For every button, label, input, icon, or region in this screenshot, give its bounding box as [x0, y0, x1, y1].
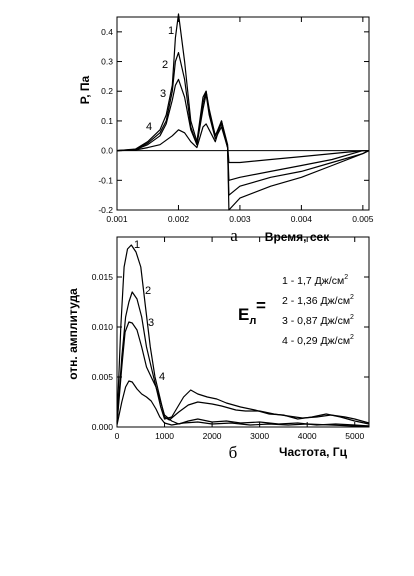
series-number-label: 3 — [160, 88, 166, 100]
series-group — [116, 244, 370, 427]
x-tick-label: 0.005 — [352, 214, 374, 224]
series-labels: 1 2 3 4 — [146, 25, 174, 133]
series-number-label: 4 — [159, 371, 165, 383]
series-labels: 1 2 3 4 — [134, 239, 165, 383]
x-tick-label: 0 — [115, 431, 120, 441]
series-number-label: 4 — [146, 121, 152, 133]
series-line-3 — [116, 78, 369, 181]
y-tick-label: -0.1 — [98, 175, 113, 185]
legend-item: 1 - 1,7 Дж/см2 — [282, 274, 348, 287]
x-axis-label: Частота, Гц — [279, 445, 348, 459]
legend-title-equals: = — [256, 296, 266, 315]
series-number-label: 3 — [148, 317, 154, 329]
y-tick-label: 0.2 — [101, 86, 113, 96]
plot-frame — [116, 236, 370, 428]
x-tick-label: 5000 — [345, 431, 364, 441]
x-tick-label: 2000 — [203, 431, 222, 441]
series-line-3 — [116, 321, 370, 427]
pressure-time-chart: 0.40.30.20.10.0-0.1-0.2 0.001 0.002 0.003 0… — [78, 13, 374, 245]
x-tick-label: 1000 — [155, 431, 174, 441]
series-line-2 — [116, 291, 370, 425]
series-line-1 — [116, 13, 370, 211]
y-tick-label: -0.2 — [98, 205, 113, 215]
y-axis-label: P, Па — [78, 75, 92, 104]
plot-frame — [116, 16, 370, 211]
y-tick-label: 0.4 — [101, 27, 113, 37]
legend-item: 2 - 1,36 Дж/см2 — [282, 294, 354, 307]
series-line-1 — [116, 244, 370, 424]
legend-item: 4 - 0,29 Дж/см2 — [282, 334, 354, 347]
series-line-2 — [116, 52, 370, 196]
series-line-4 — [116, 120, 369, 164]
x-ticks: 0.001 0.002 0.003 0.004 0.005 — [106, 17, 374, 224]
x-tick-label: 0.004 — [291, 214, 313, 224]
series-line-4 — [116, 380, 369, 427]
panel-label: б — [229, 443, 238, 462]
series-number-label: 2 — [162, 59, 168, 71]
series-number-label: 1 — [134, 239, 140, 251]
legend-item: 3 - 0,87 Дж/см2 — [282, 314, 354, 327]
amplitude-frequency-chart: 0.015 0.010 0.005 0.000 0 1000 2000 3000 4000 50… — [66, 236, 370, 462]
y-tick-label: 0.015 — [92, 272, 114, 282]
series-number-label: 2 — [145, 285, 151, 297]
y-tick-label: 0.1 — [101, 116, 113, 126]
x-tick-label: 3000 — [250, 431, 269, 441]
y-tick-label: 0.005 — [92, 372, 114, 382]
x-tick-label: 0.001 — [106, 214, 128, 224]
y-tick-label: 0.010 — [92, 322, 114, 332]
x-tick-label: 0.002 — [168, 214, 190, 224]
y-tick-label: 0.000 — [92, 422, 114, 432]
y-ticks: 0.4 0.3 0.2 0.1 0.0 -0.1 -0.2 — [98, 27, 369, 215]
panel-label: а — [230, 226, 238, 245]
series-group — [116, 13, 370, 211]
x-tick-label: 4000 — [298, 431, 317, 441]
legend-title: Ел — [238, 305, 256, 327]
y-ticks: 0.015 0.010 0.005 0.000 — [92, 272, 369, 432]
legend: Ел = 1 - 1,7 Дж/см2 2 - 1,36 Дж/см2 3 - 0,… — [238, 274, 354, 347]
series-number-label: 1 — [168, 25, 174, 37]
y-axis-label: отн. амплитуда — [66, 288, 80, 380]
y-tick-label: 0.0 — [101, 146, 113, 156]
x-tick-label: 0.003 — [229, 214, 251, 224]
y-tick-label: 0.3 — [101, 57, 113, 67]
